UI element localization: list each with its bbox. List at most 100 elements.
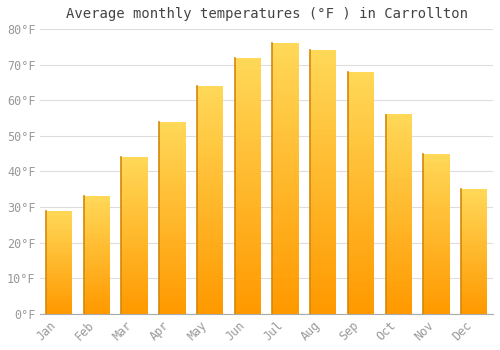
- Bar: [84, 285, 110, 286]
- Bar: [310, 68, 336, 72]
- Bar: [84, 228, 110, 230]
- Bar: [348, 261, 374, 265]
- Bar: [197, 284, 224, 287]
- Bar: [234, 254, 261, 258]
- Bar: [122, 202, 148, 204]
- Bar: [159, 279, 186, 282]
- Bar: [424, 287, 450, 290]
- Bar: [159, 160, 186, 163]
- Bar: [46, 243, 72, 245]
- Bar: [46, 236, 72, 238]
- Bar: [84, 204, 110, 206]
- Bar: [159, 285, 186, 288]
- Bar: [122, 230, 148, 233]
- Bar: [234, 160, 261, 164]
- Bar: [272, 106, 299, 111]
- Bar: [84, 226, 110, 228]
- Bar: [348, 245, 374, 249]
- Bar: [122, 306, 148, 309]
- Bar: [310, 90, 336, 94]
- Bar: [122, 285, 148, 288]
- Bar: [461, 274, 487, 277]
- Bar: [424, 194, 450, 196]
- Bar: [272, 282, 299, 287]
- Bar: [272, 52, 299, 57]
- Bar: [84, 206, 110, 208]
- Bar: [272, 97, 299, 102]
- Bar: [122, 248, 148, 251]
- Bar: [348, 201, 374, 205]
- Bar: [424, 207, 450, 210]
- Bar: [386, 271, 412, 274]
- Bar: [348, 145, 374, 148]
- Bar: [159, 237, 186, 240]
- Bar: [272, 169, 299, 174]
- Bar: [272, 188, 299, 192]
- Bar: [424, 204, 450, 207]
- Bar: [272, 224, 299, 228]
- Bar: [310, 173, 336, 178]
- Bar: [461, 225, 487, 227]
- Bar: [310, 292, 336, 296]
- Bar: [386, 164, 412, 168]
- Bar: [424, 306, 450, 309]
- Bar: [46, 245, 72, 247]
- Bar: [84, 310, 110, 312]
- Bar: [46, 228, 72, 230]
- Bar: [84, 214, 110, 216]
- Bar: [348, 124, 374, 128]
- Bar: [310, 125, 336, 130]
- Bar: [122, 194, 148, 196]
- Bar: [348, 189, 374, 193]
- Bar: [122, 309, 148, 311]
- Bar: [197, 245, 224, 249]
- Bar: [386, 161, 412, 164]
- Bar: [310, 283, 336, 288]
- Bar: [310, 107, 336, 112]
- Bar: [272, 133, 299, 138]
- Bar: [386, 281, 412, 284]
- Bar: [197, 143, 224, 147]
- Bar: [461, 285, 487, 287]
- Bar: [46, 283, 72, 285]
- Bar: [197, 90, 224, 93]
- Bar: [310, 142, 336, 147]
- Bar: [234, 126, 261, 130]
- Bar: [348, 290, 374, 294]
- Bar: [424, 180, 450, 183]
- Bar: [197, 295, 224, 299]
- Bar: [197, 147, 224, 150]
- Bar: [197, 120, 224, 124]
- Bar: [197, 189, 224, 192]
- Bar: [386, 224, 412, 228]
- Bar: [159, 231, 186, 234]
- Bar: [122, 277, 148, 280]
- Bar: [310, 59, 336, 64]
- Bar: [84, 261, 110, 263]
- Bar: [386, 241, 412, 244]
- Bar: [159, 221, 186, 224]
- Bar: [272, 66, 299, 70]
- Bar: [159, 198, 186, 202]
- Bar: [197, 132, 224, 135]
- Bar: [272, 246, 299, 251]
- Bar: [348, 294, 374, 298]
- Bar: [310, 94, 336, 99]
- Bar: [46, 256, 72, 257]
- Bar: [234, 275, 261, 280]
- Bar: [310, 55, 336, 59]
- Bar: [234, 233, 261, 237]
- Bar: [424, 290, 450, 293]
- Bar: [272, 242, 299, 246]
- Bar: [424, 226, 450, 229]
- Bar: [386, 254, 412, 257]
- Bar: [46, 235, 72, 237]
- Bar: [197, 86, 224, 90]
- Bar: [272, 233, 299, 237]
- Bar: [272, 273, 299, 278]
- Bar: [424, 218, 450, 220]
- Bar: [461, 194, 487, 196]
- Bar: [310, 279, 336, 283]
- Bar: [46, 285, 72, 286]
- Bar: [461, 235, 487, 237]
